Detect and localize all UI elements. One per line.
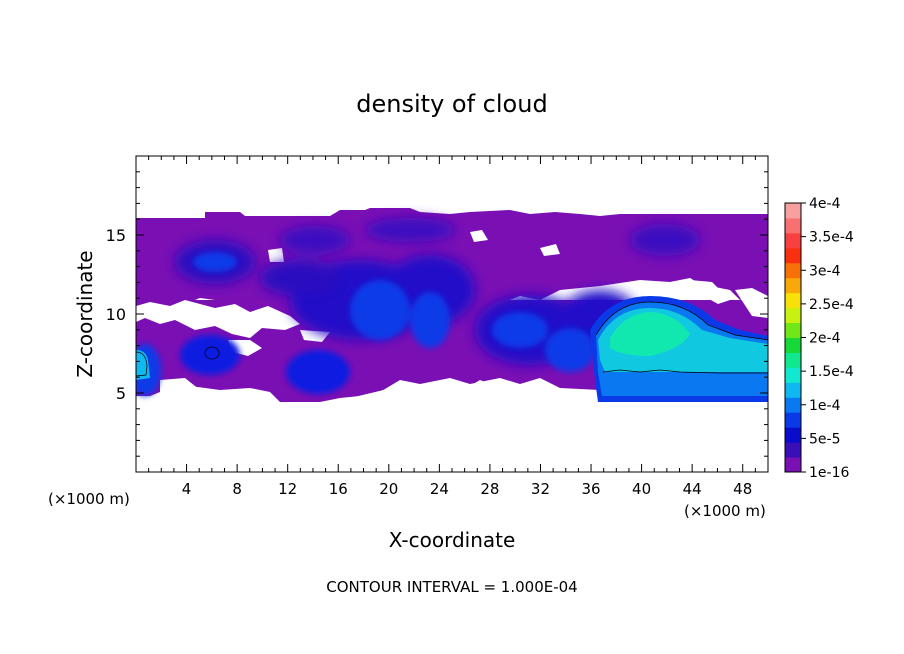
x-tick-label: 8 — [232, 480, 242, 498]
colorbar-swatch — [785, 457, 801, 473]
colorbar-label: 2.5e-4 — [809, 297, 854, 313]
x-tick-label: 16 — [329, 480, 348, 498]
colorbar-swatch — [785, 337, 801, 353]
colorbar-label: 4e-4 — [809, 196, 841, 212]
colorbar-label: 1e-16 — [809, 465, 849, 481]
y-tick-label: 15 — [106, 226, 126, 245]
x-tick-label: 36 — [581, 480, 600, 498]
x-tick-label: 12 — [278, 480, 297, 498]
colorbar-swatch — [785, 307, 801, 324]
contour-interval-note: CONTOUR INTERVAL = 1.000E-04 — [326, 578, 577, 596]
colorbar-swatch — [785, 203, 801, 219]
x-axis-label: X-coordinate — [389, 528, 516, 552]
colorbar-swatch — [785, 277, 801, 294]
colorbar-swatch — [785, 262, 801, 279]
colorbar-swatch — [785, 442, 801, 458]
x-unit-right: (×1000 m) — [684, 502, 766, 520]
x-tick-label: 24 — [430, 480, 449, 498]
colorbar-swatch — [785, 352, 801, 368]
x-tick-label: 4 — [182, 480, 192, 498]
colorbar-swatch — [785, 217, 801, 234]
colorbar-swatch — [785, 367, 801, 383]
chart-title: density of cloud — [356, 90, 547, 118]
x-tick-label: 32 — [531, 480, 550, 498]
x-axis: 4 8 12 16 20 24 28 32 36 40 44 48 — [148, 156, 756, 498]
x-tick-label: 28 — [480, 480, 499, 498]
cell-teal — [610, 312, 690, 356]
cloud-gaps — [136, 230, 768, 402]
contour-field — [136, 208, 768, 402]
colorbar: 1e-16 5e-5 1e-4 1.5e-4 2e-4 2.5e-4 3e-4 3.5e-4 4… — [784, 196, 854, 481]
x-tick-label: 20 — [379, 480, 398, 498]
colorbar-swatch — [785, 322, 801, 338]
colorbar-swatch — [785, 397, 801, 413]
x-tick-label: 48 — [733, 480, 752, 498]
colorbar-swatch — [785, 412, 801, 428]
x-tick-label: 44 — [683, 480, 702, 498]
y-tick-label: 5 — [116, 384, 126, 403]
colorbar-label: 2e-4 — [809, 331, 841, 347]
y-axis-label: Z-coordinate — [73, 250, 97, 377]
x-unit-left: (×1000 m) — [48, 490, 130, 508]
colorbar-swatch — [785, 247, 801, 264]
colorbar-swatch — [785, 427, 801, 443]
cell-contour — [595, 301, 768, 374]
colorbar-label: 5e-5 — [809, 431, 840, 447]
colorbar-swatch — [785, 232, 801, 249]
colorbar-label: 1e-4 — [809, 398, 841, 414]
colorbar-swatch — [785, 382, 801, 398]
density-high — [136, 252, 595, 396]
y-tick-label: 10 — [106, 305, 126, 324]
x-tick-label: 40 — [632, 480, 651, 498]
colorbar-label: 3e-4 — [809, 263, 841, 279]
colorbar-label: 1.5e-4 — [809, 364, 854, 380]
y-axis: 5 10 15 — [106, 171, 768, 457]
colorbar-swatch — [785, 292, 801, 309]
colorbar-label: 3.5e-4 — [809, 230, 854, 246]
